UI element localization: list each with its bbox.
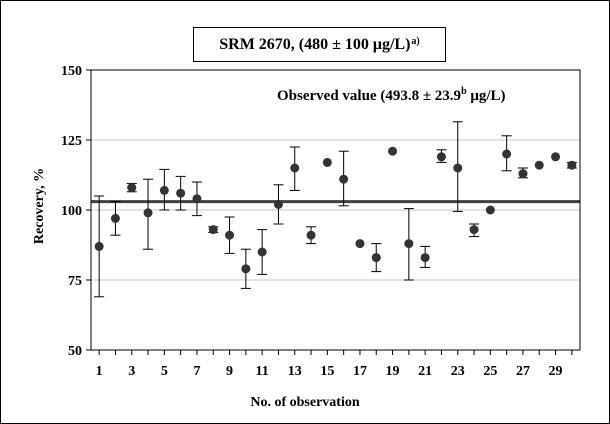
data-point [453, 163, 463, 173]
annotation-tail: μg/L) [466, 88, 506, 104]
x-tick-label: 13 [288, 364, 302, 379]
data-point [469, 225, 479, 235]
data-point [518, 169, 528, 179]
data-point [404, 239, 414, 249]
x-tick-label: 21 [418, 364, 432, 379]
data-point [159, 185, 169, 195]
data-point [273, 199, 283, 209]
grid-layer [91, 139, 580, 281]
data-point [339, 174, 349, 184]
y-tick-label: 75 [68, 274, 82, 289]
observed-value-annotation: Observed value (493.8 ± 23.9b μg/L) [277, 86, 506, 105]
x-tick-label: 3 [128, 364, 135, 379]
x-tick-label: 23 [451, 364, 465, 379]
data-point [388, 146, 398, 156]
annotation-sup: b [461, 86, 467, 97]
y-tick-label: 125 [61, 134, 82, 149]
chart-title: SRM 2670, (480 ± 100 μg/L) a) [193, 27, 446, 62]
data-point [306, 230, 316, 240]
data-point [208, 225, 218, 235]
data-point [485, 205, 495, 215]
x-tick-label: 1 [96, 364, 103, 379]
x-tick-label: 9 [226, 364, 233, 379]
data-point [355, 239, 365, 249]
point-layer [94, 146, 577, 274]
chart-title-main: SRM 2670, (480 ± 100 μg/L) [219, 35, 411, 53]
x-tick-label: 29 [549, 364, 563, 379]
axis-layer [86, 69, 581, 355]
data-point [143, 208, 153, 218]
y-tick-label: 150 [61, 64, 82, 79]
x-axis-title: No. of observation [250, 395, 360, 410]
y-tick-label: 100 [61, 204, 82, 219]
data-point [176, 188, 186, 198]
errorbar-layer [94, 121, 577, 298]
data-point [192, 194, 202, 204]
data-point [534, 160, 544, 170]
y-tick-label: 50 [68, 344, 82, 359]
data-point [567, 160, 577, 170]
data-point [110, 213, 120, 223]
data-point [322, 157, 332, 167]
data-point [225, 230, 235, 240]
data-point [420, 253, 430, 263]
data-point [241, 264, 251, 274]
x-tick-label: 5 [161, 364, 168, 379]
data-point [257, 247, 267, 257]
data-point [502, 149, 512, 159]
data-point [127, 183, 137, 193]
x-tick-label: 15 [320, 364, 334, 379]
y-axis-title: Recovery, % [32, 167, 47, 245]
annotation-main: Observed value (493.8 ± 23.9 [277, 88, 462, 104]
x-tick-label: 25 [483, 364, 497, 379]
data-point [290, 163, 300, 173]
x-tick-label: 19 [386, 364, 400, 379]
data-point [436, 152, 446, 162]
x-tick-label: 7 [193, 364, 200, 379]
chart-title-sup: a) [411, 36, 420, 47]
x-tick-label: 27 [516, 364, 530, 379]
data-point [94, 241, 104, 251]
x-tick-label: 17 [353, 364, 367, 379]
data-point [551, 152, 561, 162]
data-point [371, 253, 381, 263]
x-tick-label: 11 [256, 364, 269, 379]
